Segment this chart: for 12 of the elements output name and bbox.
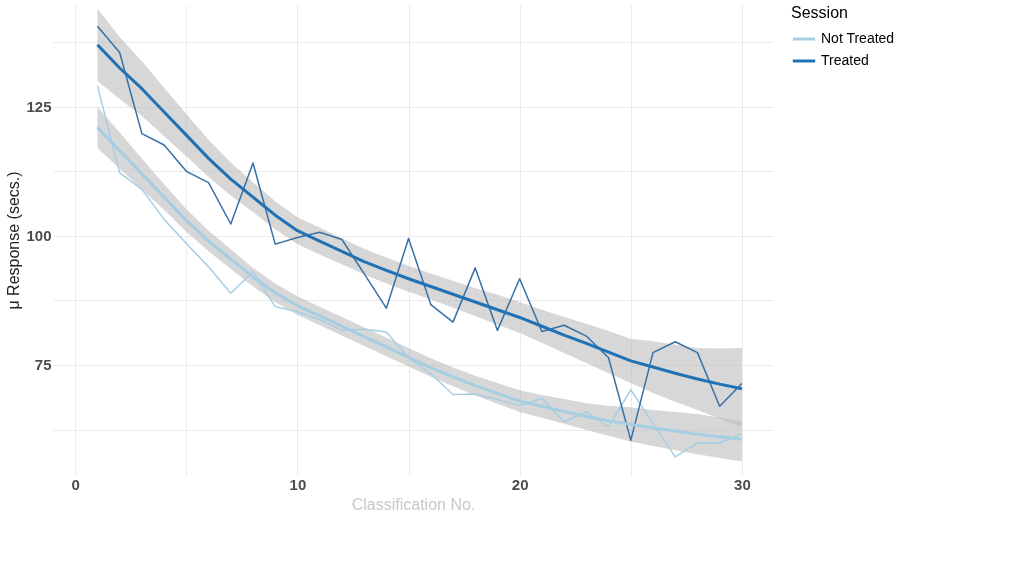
y-axis-title: μ Response (secs.) xyxy=(5,171,23,310)
x-tick-label: 0 xyxy=(71,475,80,493)
y-tick-label: 75 xyxy=(34,356,52,374)
legend-label: Treated xyxy=(821,52,869,68)
legend-title: Session xyxy=(791,4,848,21)
legend-label: Not Treated xyxy=(821,30,895,46)
line-series xyxy=(95,43,744,391)
y-tick-label: 100 xyxy=(26,227,52,245)
x-tick-label: 20 xyxy=(511,475,529,493)
x-tick-label: 10 xyxy=(289,475,307,493)
y-tick-label: 125 xyxy=(26,98,52,116)
x-tick-label: 30 xyxy=(734,475,751,493)
